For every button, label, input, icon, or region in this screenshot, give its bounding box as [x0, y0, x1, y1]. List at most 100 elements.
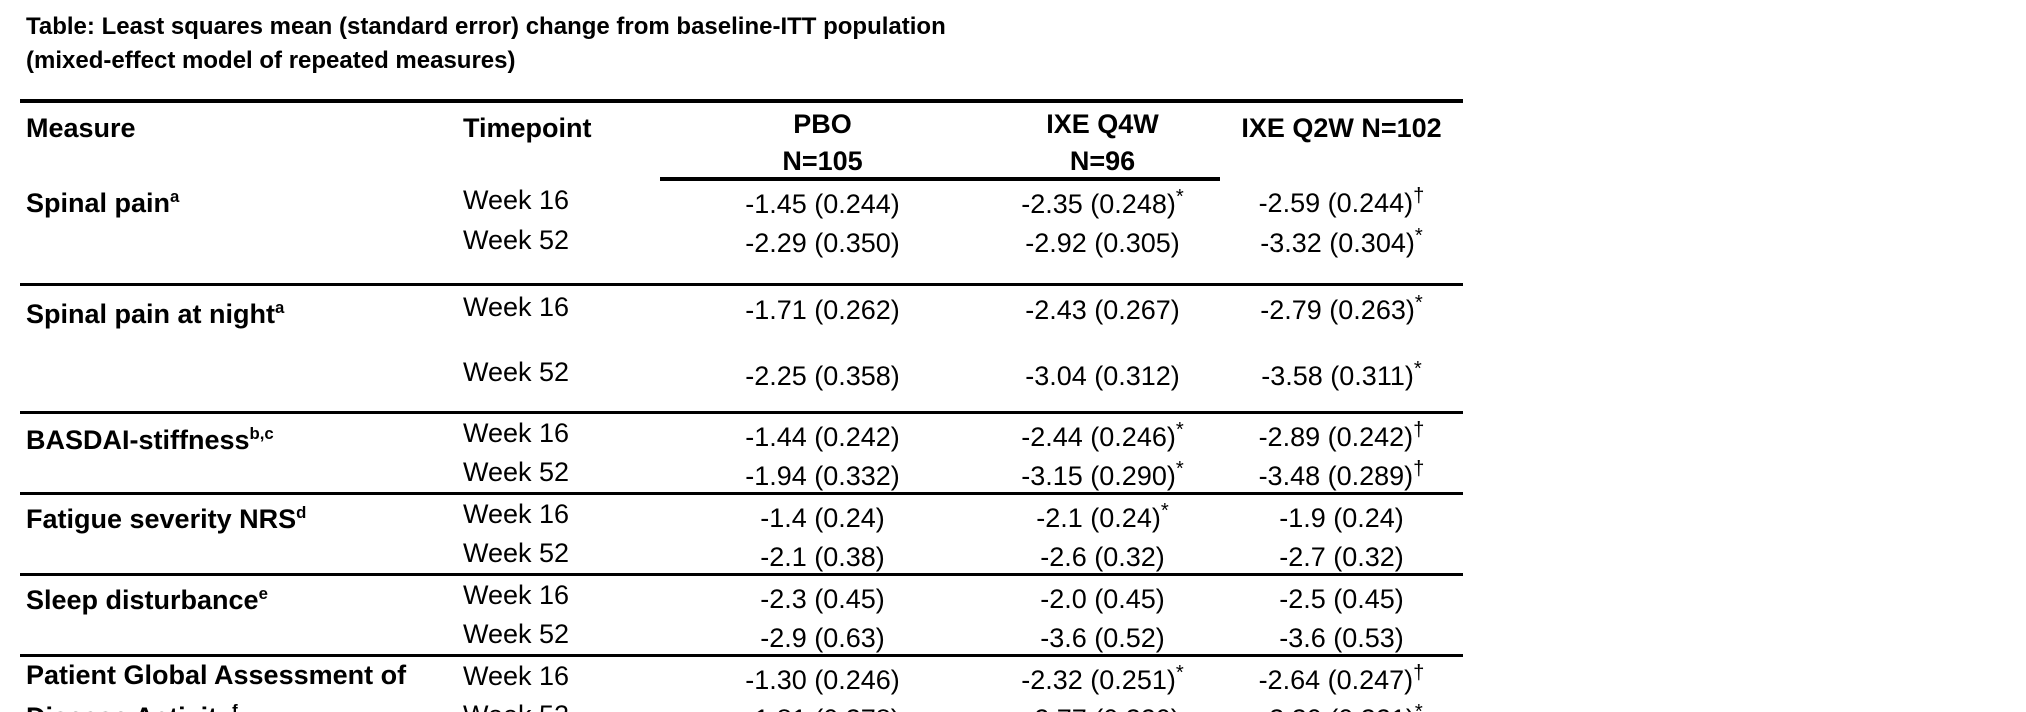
significance-mark: *: [1175, 186, 1184, 208]
table-row: Week 52 -1.81 (0.378) -2.77 (0.320) -3.3…: [20, 695, 1463, 712]
q4w-value: -2.43 (0.267): [1025, 295, 1180, 326]
q4w-value: -2.44 (0.246)*: [1021, 418, 1184, 452]
q4w-value: -2.6 (0.32): [985, 533, 1220, 576]
pbo-value: -1.4 (0.24): [760, 502, 885, 533]
pbo-value: -2.9 (0.63): [660, 614, 985, 657]
pbo-value: -2.25 (0.358): [745, 360, 900, 391]
table-row: Week 52 -2.29 (0.350) -2.92 (0.305) -3.3…: [20, 220, 1463, 259]
measure-superscript: e: [258, 583, 268, 603]
timepoint-cell: Week 52: [460, 614, 660, 657]
measure-superscript: d: [296, 502, 307, 522]
measure-name: Patient Global Assessment of Disease Act…: [20, 655, 460, 712]
header-timepoint: Timepoint: [463, 113, 592, 143]
header-q4w-n: N=96: [985, 145, 1220, 181]
table-row: Week 52 -2.9 (0.63) -3.6 (0.52) -3.6 (0.…: [20, 614, 1463, 657]
timepoint-cell: Week 16: [463, 661, 570, 691]
q2w-value: -3.30 (0.321)*: [1220, 695, 1463, 712]
table-header: Measure Timepoint PBO IXE Q4W IXE Q2W N=…: [20, 101, 1463, 181]
timepoint-cell: Week 16: [463, 291, 570, 322]
table-row: Week 52 -2.1 (0.38) -2.6 (0.32) -2.7 (0.…: [20, 533, 1463, 576]
significance-mark: *: [1413, 357, 1422, 380]
pbo-value: -1.45 (0.244): [745, 189, 900, 219]
header-pbo: PBO: [793, 109, 852, 139]
spacer-row: [20, 259, 1463, 286]
q4w-value: -2.32 (0.251)*: [1021, 661, 1184, 695]
timepoint-cell: Week 16: [463, 418, 570, 448]
significance-mark: *: [1414, 292, 1423, 315]
table-row: Fatigue severity NRSd Week 16 -1.4 (0.24…: [20, 493, 1463, 576]
timepoint-cell: Week 16: [463, 184, 570, 215]
pbo-value: -2.1 (0.38): [660, 533, 985, 576]
measure-superscript: f: [232, 700, 238, 712]
table-row: Patient Global Assessment of Disease Act…: [20, 655, 1463, 712]
q4w-value: -2.92 (0.305): [1025, 228, 1180, 258]
pbo-value: -1.44 (0.242): [745, 421, 900, 452]
group-spinal-pain-at-night: Spinal pain at nighta Week 16 -1.71 (0.2…: [20, 284, 1463, 414]
significance-mark: *: [1175, 661, 1184, 684]
header-ixe-q2w: IXE Q2W N=102: [1241, 113, 1442, 143]
significance-mark: †: [1413, 418, 1425, 441]
timepoint-cell: Week 52: [460, 533, 660, 576]
timepoint-cell: Week 16: [463, 499, 570, 529]
significance-mark: †: [1413, 661, 1425, 684]
table-row: Week 52 -2.25 (0.358) -3.04 (0.312) -3.5…: [20, 350, 1463, 394]
header-pbo-n: N=105: [660, 145, 985, 181]
pbo-value: -1.94 (0.332): [660, 452, 985, 495]
timepoint-cell: Week 16: [463, 580, 570, 610]
q2w-value: -3.58 (0.311)*: [1261, 357, 1422, 391]
timepoint-cell: Week 52: [463, 357, 570, 387]
q2w-value: -2.59 (0.244)†: [1258, 185, 1425, 218]
group-fatigue-severity-nrs: Fatigue severity NRSd Week 16 -1.4 (0.24…: [20, 493, 1463, 576]
q2w-value: -1.9 (0.24): [1279, 502, 1404, 533]
table-title-line2: (mixed-effect model of repeated measures…: [26, 47, 516, 74]
timepoint-cell: Week 52: [460, 452, 660, 495]
group-spinal-pain: Spinal paina Week 16 -1.45 (0.244) -2.35…: [20, 179, 1463, 286]
group-patient-global-assessment: Patient Global Assessment of Disease Act…: [20, 655, 1463, 712]
significance-mark: *: [1175, 418, 1184, 441]
spacer-row: [20, 394, 1463, 414]
q2w-value: -2.79 (0.263)*: [1260, 292, 1423, 326]
q2w-value: -2.64 (0.247)†: [1258, 661, 1425, 695]
q2w-value: -2.89 (0.242)†: [1258, 418, 1425, 452]
timepoint-cell: Week 52: [463, 224, 570, 255]
q4w-value: -2.77 (0.320): [985, 695, 1220, 712]
group-basdai-stiffness: BASDAI-stiffnessb,c Week 16 -1.44 (0.242…: [20, 412, 1463, 495]
table-row: Spinal paina Week 16 -1.45 (0.244) -2.35…: [20, 179, 1463, 286]
q2w-value: -2.7 (0.32): [1220, 533, 1463, 576]
q4w-value: -3.04 (0.312): [1025, 360, 1180, 391]
measure-name: BASDAI-stiffnessb,c: [20, 412, 460, 495]
significance-mark: †: [1413, 185, 1425, 207]
measure-superscript: b,c: [249, 423, 274, 443]
pbo-value: -1.30 (0.246): [745, 664, 900, 695]
q2w-value: -3.32 (0.304)*: [1260, 225, 1423, 258]
q4w-value: -2.0 (0.45): [1040, 583, 1165, 614]
measure-name: Sleep disturbancee: [20, 574, 460, 657]
q4w-value: -2.1 (0.24)*: [1036, 499, 1169, 533]
table-row: Sleep disturbancee Week 16 -2.3 (0.45) -…: [20, 574, 1463, 657]
table-row: BASDAI-stiffnessb,c Week 16 -1.44 (0.242…: [20, 412, 1463, 495]
q4w-value: -3.6 (0.52): [985, 614, 1220, 657]
measure-name: Spinal pain at nighta: [20, 284, 460, 414]
measure-superscript: a: [170, 187, 180, 206]
pbo-value: -2.3 (0.45): [760, 583, 885, 614]
table-row: Week 52 -1.94 (0.332) -3.15 (0.290)* -3.…: [20, 452, 1463, 495]
timepoint-cell: Week 52: [460, 695, 660, 712]
q4w-value: -3.15 (0.290)*: [985, 452, 1220, 495]
q2w-value: -3.48 (0.289)†: [1220, 452, 1463, 495]
q2w-value: -3.6 (0.53): [1220, 614, 1463, 657]
measure-superscript: a: [275, 297, 285, 317]
significance-mark: *: [1414, 225, 1423, 247]
header-ixe-q4w: IXE Q4W: [1046, 109, 1159, 139]
group-sleep-disturbance: Sleep disturbancee Week 16 -2.3 (0.45) -…: [20, 574, 1463, 657]
significance-mark: *: [1414, 700, 1423, 712]
table-row: Spinal pain at nighta Week 16 -1.71 (0.2…: [20, 284, 1463, 414]
measure-name: Spinal paina: [20, 179, 460, 286]
pbo-value: -1.81 (0.378): [660, 695, 985, 712]
significance-mark: †: [1413, 457, 1425, 480]
results-table: Measure Timepoint PBO IXE Q4W IXE Q2W N=…: [20, 99, 1463, 712]
measure-name: Fatigue severity NRSd: [20, 493, 460, 576]
pbo-value: -1.71 (0.262): [745, 295, 900, 326]
header-measure: Measure: [26, 113, 136, 143]
table-title-line1: Table: Least squares mean (standard erro…: [26, 13, 946, 40]
